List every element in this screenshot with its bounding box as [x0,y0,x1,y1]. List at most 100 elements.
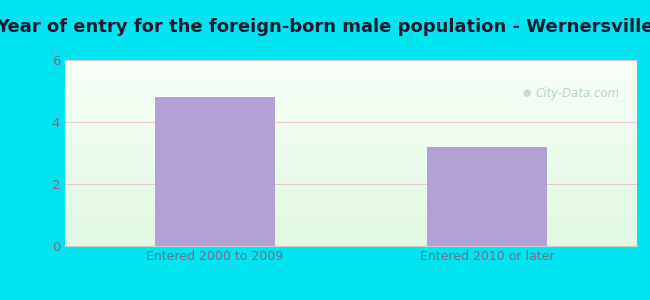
Bar [65,221,637,222]
Bar [65,152,637,153]
Bar [65,245,637,246]
Bar [65,109,637,110]
Bar [65,107,637,108]
Bar [65,96,637,97]
Bar [65,129,637,130]
Bar [65,141,637,142]
Bar [65,239,637,240]
Bar [65,126,637,127]
Bar [65,242,637,243]
Bar [65,243,637,244]
Bar [65,137,637,138]
Bar [65,155,637,156]
Bar [65,156,637,157]
Bar [65,219,637,220]
Bar [65,201,637,202]
Bar [65,103,637,104]
Bar [65,117,637,118]
Bar [65,85,637,86]
Bar [65,184,637,185]
Bar [65,238,637,239]
Bar [65,188,637,189]
Bar [65,176,637,177]
Bar [65,235,637,236]
Bar [65,230,637,231]
Bar [65,101,637,102]
Bar [65,130,637,131]
Bar [65,102,637,103]
Bar [65,205,637,206]
Bar [65,149,637,150]
Bar [65,100,637,101]
Bar [65,192,637,193]
Bar [65,165,637,166]
Bar [65,116,637,117]
Bar [65,193,637,194]
Bar [65,66,637,67]
Bar [65,241,637,242]
Bar [65,127,637,128]
Bar [65,204,637,205]
Bar [65,225,637,226]
Bar [65,73,637,74]
Text: ●: ● [523,88,531,98]
Bar [65,124,637,125]
Bar [65,86,637,87]
Bar [65,169,637,170]
Bar [65,80,637,81]
Bar [65,197,637,198]
Bar [65,136,637,137]
Bar [65,83,637,84]
Bar [65,172,637,173]
Bar [65,87,637,88]
Bar [65,135,637,136]
Bar [65,175,637,176]
Bar [65,238,637,239]
Bar [65,92,637,94]
Bar [65,163,637,164]
Bar [65,191,637,192]
Bar [65,178,637,179]
Bar [65,132,637,133]
Bar [65,90,637,91]
Bar [65,111,637,112]
Text: City-Data.com: City-Data.com [536,87,620,100]
Bar [65,181,637,182]
Bar [65,218,637,219]
Bar [65,166,637,167]
Bar [65,220,637,221]
Bar [65,120,637,122]
Bar [65,139,637,140]
Bar [65,97,637,98]
Bar [65,75,637,76]
Bar [65,244,637,245]
Bar [65,112,637,113]
Bar [65,114,637,115]
Bar [65,91,637,92]
Bar [65,233,637,234]
Bar [65,119,637,120]
Bar [65,206,637,207]
Bar [65,153,637,154]
Bar [65,78,637,79]
Bar [65,195,637,196]
Bar [65,68,637,69]
Bar [65,150,637,151]
Bar [65,185,637,187]
Bar [65,158,637,159]
Bar [65,190,637,191]
Bar [65,104,637,105]
Bar [65,227,637,228]
Bar [65,202,637,203]
Bar [65,187,637,188]
Bar [65,81,637,82]
Bar [65,182,637,183]
Bar [65,236,637,237]
Bar [65,145,637,146]
Bar [65,179,637,180]
Bar [65,105,637,106]
Bar [65,143,637,144]
Bar [65,210,637,211]
Bar [65,203,637,204]
Bar [65,108,637,109]
